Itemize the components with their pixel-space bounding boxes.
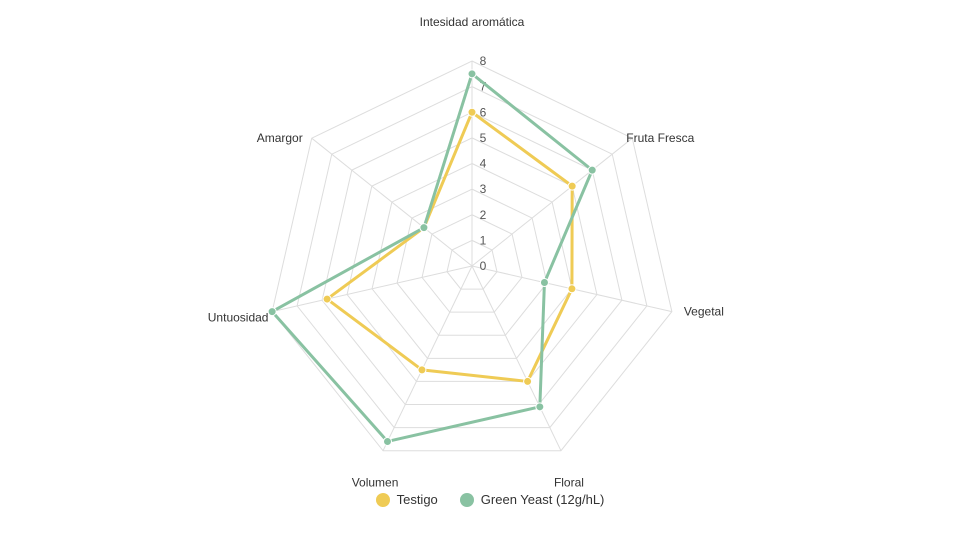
point-green-yeast-12g-hl-floral[interactable] (535, 402, 545, 412)
axis-label-fruta-fresca: Fruta Fresca (626, 131, 694, 145)
point-green-yeast-12g-hl-intesidad-aromatica[interactable] (467, 69, 477, 79)
point-testigo-volumen[interactable] (417, 365, 427, 375)
legend-swatch-testigo (375, 492, 390, 507)
legend-label-green-yeast: Green Yeast (12g/hL) (480, 492, 605, 507)
axis-label-untuosidad: Untuosidad (208, 311, 269, 325)
axis-label-vegetal: Vegetal (684, 305, 724, 319)
legend-swatch-green-yeast (459, 492, 474, 507)
grid-ring-7 (296, 86, 648, 429)
grid-ring-6 (321, 111, 623, 406)
axis-label-floral: Floral (554, 476, 584, 490)
legend-label-testigo: Testigo (396, 492, 438, 507)
point-green-yeast-12g-hl-amargor[interactable] (419, 223, 429, 233)
series-green-yeast-12g-hl (267, 69, 597, 446)
spoke-amargor (311, 137, 473, 267)
tick-label-4: 4 (480, 157, 487, 171)
axis-labels: Intesidad aromática Fruta Fresca Vegetal Fl… (208, 15, 724, 490)
axis-label-intesidad-aromatica: Intesidad aromática (420, 15, 525, 29)
grid-ring-2 (421, 214, 523, 313)
axis-label-volumen: Volumen (352, 476, 399, 490)
radial-tick-labels: 0 1 2 3 4 5 6 7 8 (480, 54, 487, 273)
point-testigo-untuosidad[interactable] (322, 294, 332, 304)
series-line-testigo (325, 110, 574, 383)
point-green-yeast-12g-hl-fruta-fresca[interactable] (587, 165, 597, 175)
legend-item-testigo[interactable]: Testigo (375, 492, 438, 507)
spoke-floral (471, 265, 562, 451)
tick-label-1: 1 (480, 233, 487, 247)
tick-label-7: 7 (480, 80, 487, 94)
grid-ring-4 (371, 162, 573, 359)
point-testigo-intesidad-aromatica[interactable] (467, 107, 477, 117)
grid-ring-1 (446, 239, 498, 290)
point-green-yeast-12g-hl-untuosidad[interactable] (267, 307, 277, 317)
point-green-yeast-12g-hl-volumen[interactable] (383, 436, 393, 446)
tick-label-6: 6 (480, 105, 487, 119)
tick-label-8: 8 (480, 54, 487, 68)
tick-label-5: 5 (480, 131, 487, 145)
point-testigo-fruta-fresca[interactable] (567, 181, 577, 191)
point-green-yeast-12g-hl-vegetal[interactable] (539, 278, 549, 288)
series-layer (267, 69, 597, 446)
spoke-volumen (382, 265, 473, 451)
radar-grid (271, 60, 673, 452)
tick-label-0: 0 (480, 259, 487, 273)
series-line-green-yeast-12g-hl (270, 72, 594, 443)
spoke-fruta-fresca (471, 137, 633, 267)
grid-ring-8 (271, 60, 673, 452)
point-testigo-floral[interactable] (523, 376, 533, 386)
point-testigo-vegetal[interactable] (567, 284, 577, 294)
legend-item-green-yeast[interactable]: Green Yeast (12g/hL) (459, 492, 605, 507)
legend: Testigo Green Yeast (12g/hL) (0, 492, 980, 507)
axis-label-amargor: Amargor (257, 131, 303, 145)
spoke-untuosidad (272, 265, 473, 313)
grid-ring-3 (396, 188, 548, 336)
tick-label-3: 3 (480, 182, 487, 196)
tick-label-2: 2 (480, 208, 487, 222)
